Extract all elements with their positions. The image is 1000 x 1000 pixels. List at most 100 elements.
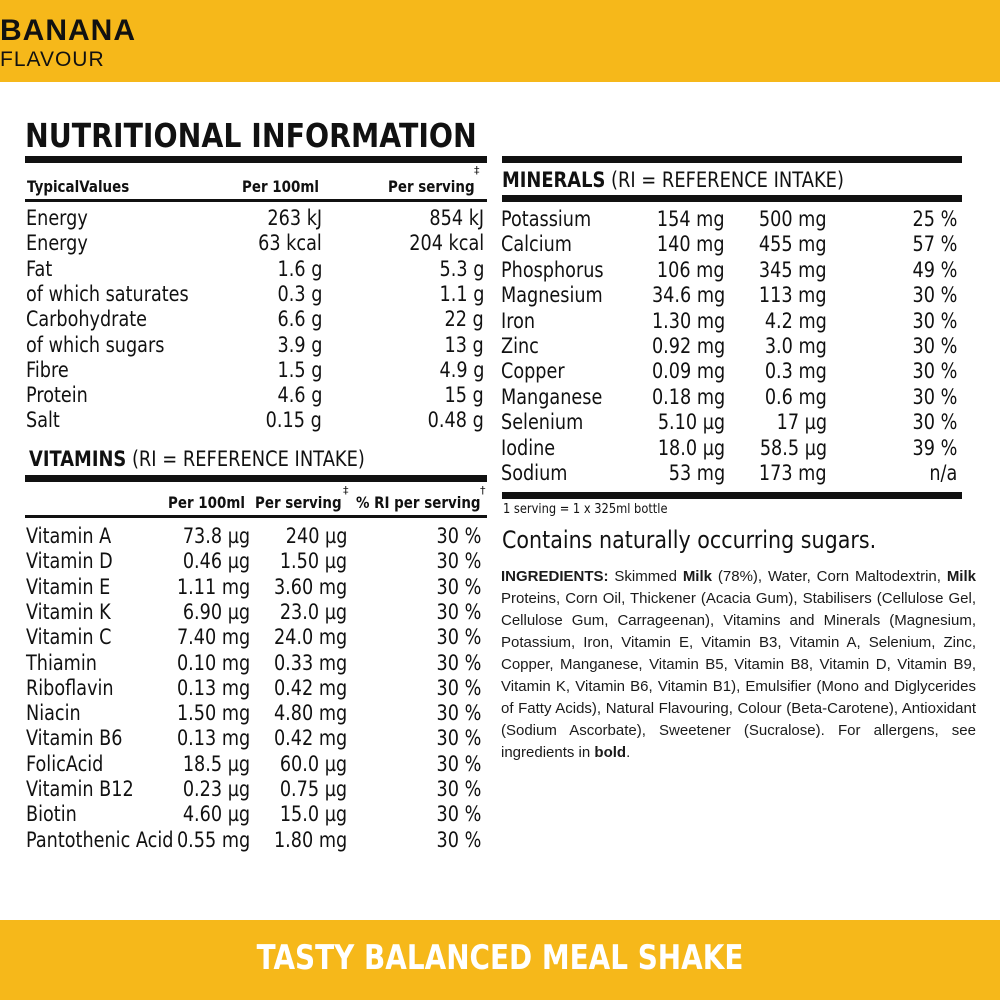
mineral-row-ri: 25 % [912,207,957,231]
nutrition-row-perserving: 4.9 g [439,357,484,382]
mineral-row-ri: 30 % [912,384,957,409]
vitamins-header-dagger-2: † [480,484,486,497]
vitamin-row-name: Vitamin B12 [26,777,134,801]
nutrition-row-name: Protein [26,383,88,408]
vitamin-row-name: Vitamin A [26,524,112,548]
vitamin-row-perserving: 0.33 mg [273,650,347,675]
mineral-row-name: Sodium [501,461,568,485]
mineral-row-perserving: 173 mg [759,461,827,485]
vitamin-row-ri: 30 % [436,549,481,574]
mineral-row-per100: 106 mg [657,257,725,282]
vitamin-row-name: Vitamin B6 [26,726,123,751]
vitamin-row-ri: 30 % [436,726,481,751]
mineral-row-ri: 30 % [912,283,957,308]
nutrition-row-name: of which sugars [26,332,165,357]
vitamin-row-perserving: 0.75 µg [279,777,347,801]
mineral-row-name: Iron [501,308,536,333]
vitamin-row-ri: 30 % [436,625,481,650]
nutrition-row-name: Fat [26,256,53,281]
vitamin-row-perserving: 23.0 µg [279,599,347,624]
vitamin-row-ri: 30 % [436,574,481,599]
nutrition-header-name: TypicalValues [27,177,130,196]
vitamin-row-per100: 1.50 mg [176,701,250,726]
minerals-bottom-rule [502,492,962,499]
mineral-row-name: Zinc [501,334,539,358]
minerals-top-rule [502,156,962,163]
flavour-name: BANANA [0,14,136,47]
nutrition-row-per100: 1.6 g [277,256,322,281]
ingredients-text: INGREDIENTS: Skimmed Milk (78%), Water, … [501,568,976,761]
vitamin-row-per100: 18.5 µg [182,751,250,776]
nutrition-row-per100: 0.15 g [265,408,322,433]
mineral-row-per100: 0.09 mg [651,359,725,384]
mineral-row-ri: n/a [929,461,957,485]
mineral-row-name: Copper [501,359,565,384]
vitamin-row-ri: 30 % [436,701,481,726]
mineral-row-name: Phosphorus [501,257,604,282]
nutrition-row-perserving: 15 g [444,383,484,408]
nutrition-row-per100: 3.9 g [277,332,322,357]
footer-banner [0,920,1000,1000]
mineral-row-per100: 1.30 mg [651,308,725,333]
vitamin-row-name: Niacin [26,701,81,726]
mineral-row-ri: 30 % [912,359,957,384]
mineral-row-ri: 30 % [912,308,957,333]
mineral-row-name: Calcium [501,232,572,257]
vitamin-row-perserving: 3.60 mg [273,574,347,599]
vitamin-row-perserving: 0.42 mg [273,675,347,700]
vitamin-row-name: Riboflavin [26,675,114,700]
nutrition-row-name: Carbohydrate [26,307,148,332]
mineral-row-ri: 49 % [912,257,957,282]
mineral-row-per100: 0.18 mg [651,384,725,409]
vitamin-row-per100: 0.13 mg [176,675,250,700]
vitamin-row-per100: 1.11 mg [176,574,250,599]
minerals-heading: MINERALS (RI = REFERENCE INTAKE) [502,168,844,192]
vitamin-row-ri: 30 % [436,650,481,675]
vitamin-row-per100: 73.8 µg [182,524,250,548]
mineral-row-per100: 34.6 mg [651,283,725,308]
nutrition-row-name: Energy [26,231,88,256]
vitamin-row-per100: 7.40 mg [176,625,250,650]
vitamin-row-perserving: 0.42 mg [273,726,347,751]
nutrition-row-perserving: 22 g [444,307,484,332]
vitamin-row-perserving: 60.0 µg [279,751,347,776]
mineral-row-name: Manganese [501,384,603,409]
mineral-row-name: Potassium [501,207,592,231]
mineral-row-perserving: 455 mg [759,232,827,257]
nutrition-row-per100: 4.6 g [277,383,322,408]
sugars-note: Contains naturally occurring sugars. [502,526,877,554]
footer-tagline: TASTY BALANCED MEAL SHAKE [256,938,744,978]
vitamin-row-ri: 30 % [436,802,481,827]
nutrition-row-per100: 263 kJ [267,206,322,230]
vitamin-row-perserving: 4.80 mg [273,701,347,726]
mineral-row-ri: 39 % [912,435,957,460]
mineral-row-perserving: 0.6 mg [764,384,827,409]
vitamins-header-dagger-1: ‡ [343,484,349,497]
minerals-heading-rule [502,195,962,202]
page-title: NUTRITIONAL INFORMATION [25,116,477,155]
vitamin-row-perserving: 15.0 µg [279,802,347,827]
vitamins-header-rule [25,515,487,518]
nutrition-row-per100: 63 kcal [258,231,322,256]
mineral-row-per100: 0.92 mg [651,334,725,358]
vitamin-row-perserving: 1.50 µg [279,549,347,574]
mineral-row-ri: 30 % [912,410,957,435]
vitamins-header-ri: % RI per serving [356,493,481,512]
vitamin-row-name: Vitamin K [26,599,111,624]
nutrition-row-perserving: 854 kJ [429,206,484,230]
mineral-row-perserving: 4.2 mg [764,308,827,333]
vitamin-row-ri: 30 % [436,751,481,776]
vitamin-row-name: Biotin [26,802,77,827]
nutrition-row-name: Fibre [26,357,69,382]
nutrition-header-rule [25,199,487,202]
mineral-row-perserving: 500 mg [759,207,827,231]
nutrition-row-perserving: 13 g [444,332,484,357]
vitamin-row-ri: 30 % [436,599,481,624]
nutrition-row-per100: 6.6 g [277,307,322,332]
vitamin-row-per100: 0.23 µg [182,777,250,801]
mineral-row-name: Selenium [501,410,584,435]
vitamin-row-name: Thiamin [26,650,97,675]
mineral-row-per100: 18.0 µg [657,435,725,460]
nutrition-row-name: Energy [26,206,88,230]
vitamin-row-name: Pantothenic Acid [26,827,174,852]
